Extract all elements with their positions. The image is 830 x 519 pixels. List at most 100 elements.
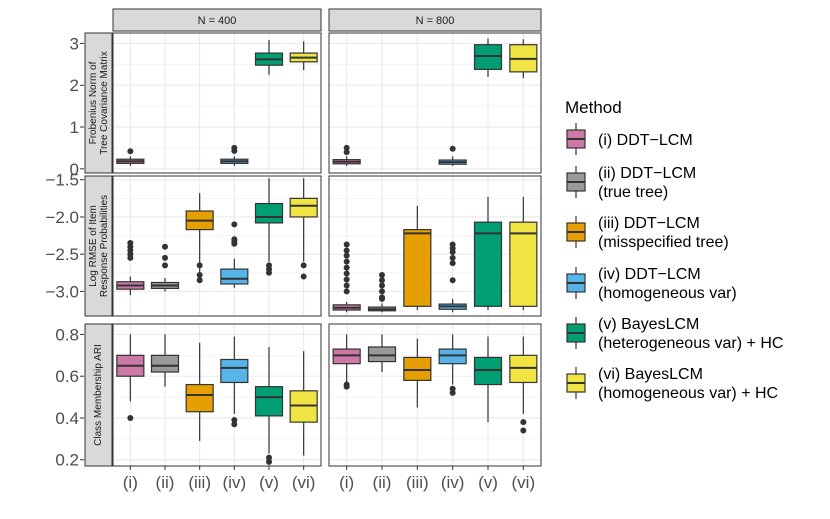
- box-body: [220, 268, 249, 285]
- y-tick-label: −3.0: [45, 282, 79, 301]
- box-iv: [438, 145, 467, 166]
- panel-background: [113, 33, 321, 173]
- facet-panel: [112, 175, 322, 317]
- panel-border: [328, 32, 542, 174]
- legend-label: (heterogeneous var) + HC: [598, 335, 783, 352]
- box-i: [116, 334, 145, 421]
- outlier-point: [266, 269, 272, 276]
- panel-border: [112, 323, 322, 467]
- panel-background: [113, 176, 321, 316]
- box-vi: [509, 196, 538, 311]
- outlier-point: [231, 417, 238, 424]
- panel-background: [329, 33, 541, 173]
- box-body: [473, 221, 503, 307]
- outlier-point: [231, 144, 238, 151]
- outlier-point: [343, 149, 350, 156]
- box-body: [332, 348, 361, 365]
- box-iv: [220, 221, 249, 288]
- box-iii: [403, 338, 432, 408]
- box-ii: [367, 272, 397, 313]
- box-i: [116, 148, 145, 166]
- x-tick-label: (v): [478, 473, 498, 492]
- legend-label: (misspecified tree): [598, 234, 729, 251]
- box-vi: [509, 336, 538, 434]
- box-body: [509, 221, 538, 307]
- box-body: [185, 383, 214, 413]
- box-body: [509, 354, 538, 384]
- row-strip-label: Tree Covariance Matrix: [99, 51, 110, 155]
- outlier-point: [379, 272, 385, 279]
- outlier-point: [127, 414, 134, 421]
- box-i: [332, 144, 361, 166]
- y-tick-label: 0.8: [55, 325, 79, 344]
- outlier-point: [449, 145, 456, 152]
- outlier-point: [343, 144, 350, 151]
- outlier-point: [343, 247, 350, 254]
- x-tick-label: (ii): [373, 473, 392, 492]
- x-tick-label: (vi): [512, 473, 536, 492]
- row-strip-label: Class Membership ARI: [93, 344, 104, 446]
- box-body: [289, 390, 318, 423]
- row-strip: [84, 175, 113, 317]
- y-tick-label: −2.0: [45, 208, 79, 227]
- outlier-point: [196, 262, 203, 269]
- box-vi: [289, 178, 318, 280]
- legend-label: (v) BayesLCM: [598, 316, 699, 333]
- facet-grid: N = 400 N = 800 Frobenius Norm of Tree Cova…: [45, 8, 542, 492]
- legend-label: (ii) DDT−LCM: [598, 165, 696, 182]
- box-body: [438, 348, 467, 365]
- y-tick-label: 3: [70, 34, 79, 53]
- panel-border: [112, 175, 322, 317]
- row-strip: [84, 32, 113, 174]
- outlier-point: [162, 254, 168, 261]
- row-strip-label: Log RMSE of Item: [88, 205, 99, 287]
- legend-key-iii: [566, 216, 586, 248]
- outlier-point: [343, 276, 350, 283]
- legend-key-i: [566, 123, 586, 155]
- x-tick-label: (iii): [188, 473, 211, 492]
- box-body: [473, 44, 503, 70]
- legend-label: (i) DDT−LCM: [598, 132, 693, 149]
- outlier-point: [231, 421, 238, 428]
- box-body: [473, 356, 503, 386]
- outlier-point: [520, 419, 527, 426]
- facet-panel: [328, 32, 542, 174]
- outlier-point: [379, 288, 385, 295]
- outlier-point: [379, 295, 385, 302]
- outlier-point: [300, 262, 307, 269]
- outlier-point: [343, 288, 350, 295]
- y-tick-label: 0.6: [55, 367, 79, 386]
- panel-border: [112, 32, 322, 174]
- y-tick-label: −1.5: [45, 171, 79, 190]
- outlier-point: [343, 264, 350, 271]
- outlier-point: [449, 277, 456, 284]
- legend-label: (iv) DDT−LCM: [598, 266, 701, 283]
- panel-border: [328, 323, 542, 467]
- box-ii: [150, 334, 180, 387]
- outlier-point: [520, 427, 527, 434]
- outlier-point: [449, 260, 456, 267]
- legend-key-v: [566, 317, 586, 349]
- box-i: [116, 240, 145, 296]
- legend: Method (i) DDT−LCM (ii) DDT−LCM (true tree)…: [565, 98, 783, 402]
- panel-border: [328, 175, 542, 317]
- panel-background: [113, 324, 321, 466]
- box-iii: [185, 193, 214, 284]
- x-tick-label: (i): [123, 473, 138, 492]
- row-strip-label: Frobenius Norm of: [88, 61, 99, 144]
- facet-panel: [112, 323, 322, 467]
- box-body: [403, 229, 432, 307]
- box-v: [254, 346, 284, 465]
- legend-key-ii: [566, 166, 586, 198]
- facet-panel: [328, 323, 542, 467]
- panel-background: [329, 324, 541, 466]
- outlier-point: [343, 381, 350, 388]
- x-tick-label: (v): [259, 473, 279, 492]
- outlier-point: [162, 243, 168, 250]
- outlier-point: [379, 282, 385, 289]
- y-tick-label: 0.2: [55, 451, 79, 470]
- box-body: [403, 356, 432, 381]
- outlier-point: [127, 254, 134, 261]
- row-strip-label: Response Probabilities: [99, 195, 110, 297]
- outlier-point: [231, 221, 238, 228]
